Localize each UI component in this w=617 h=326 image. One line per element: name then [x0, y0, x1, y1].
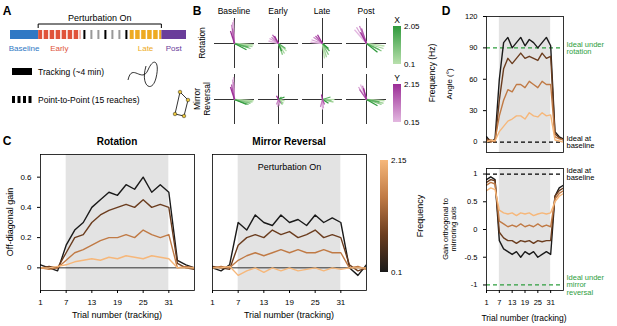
svg-text:Baseline: Baseline: [9, 44, 40, 53]
svg-text:Trial number (tracking): Trial number (tracking): [244, 310, 334, 320]
svg-text:A: A: [3, 4, 12, 18]
svg-text:30: 30: [469, 106, 477, 115]
svg-text:1: 1: [484, 298, 488, 307]
svg-text:0.1: 0.1: [404, 60, 416, 69]
svg-text:90: 90: [469, 43, 477, 52]
svg-text:D: D: [442, 4, 451, 18]
svg-text:Post: Post: [166, 44, 183, 53]
svg-text:0: 0: [27, 263, 32, 272]
svg-text:19: 19: [521, 298, 529, 307]
svg-text:19: 19: [285, 298, 294, 307]
svg-text:Frequency (Hz): Frequency (Hz): [427, 44, 437, 103]
svg-text:-0.5: -0.5: [465, 253, 478, 262]
svg-text:0: 0: [473, 225, 477, 234]
svg-text:2.15: 2.15: [404, 80, 420, 89]
svg-text:Late: Late: [314, 6, 331, 16]
svg-text:1: 1: [473, 169, 477, 178]
svg-text:Trial number (tracking): Trial number (tracking): [72, 310, 162, 320]
svg-text:Perturbation On: Perturbation On: [68, 13, 132, 23]
svg-text:25: 25: [534, 298, 542, 307]
svg-text:2.15: 2.15: [391, 156, 407, 165]
svg-text:31: 31: [336, 298, 345, 307]
svg-text:MirrorReversal: MirrorReversal: [192, 82, 211, 116]
svg-text:Mirror Reversal: Mirror Reversal: [252, 136, 326, 147]
svg-text:0.4: 0.4: [20, 203, 32, 212]
svg-text:Baseline: Baseline: [218, 6, 251, 16]
svg-text:7: 7: [236, 298, 241, 307]
svg-text:B: B: [193, 4, 202, 18]
svg-text:Perturbation On: Perturbation On: [258, 162, 322, 172]
svg-text:25: 25: [139, 298, 148, 307]
svg-text:13: 13: [508, 298, 516, 307]
svg-text:31: 31: [164, 298, 173, 307]
svg-text:Gain orthogonal tomirroring ax: Gain orthogonal tomirroring axis: [441, 198, 458, 260]
svg-text:Rotation: Rotation: [97, 136, 138, 147]
svg-text:-1: -1: [471, 280, 478, 289]
svg-text:0.6: 0.6: [20, 173, 32, 182]
svg-text:Point-to-Point (15 reaches): Point-to-Point (15 reaches): [38, 95, 140, 105]
svg-text:X: X: [394, 15, 400, 25]
svg-text:C: C: [3, 134, 12, 148]
svg-text:Angle (°): Angle (°): [445, 68, 454, 100]
svg-text:Early: Early: [50, 44, 68, 53]
svg-text:Frequency: Frequency: [415, 194, 425, 237]
svg-text:0: 0: [473, 137, 477, 146]
svg-text:1: 1: [210, 298, 215, 307]
svg-text:7: 7: [497, 298, 501, 307]
svg-text:0.15: 0.15: [404, 118, 420, 127]
svg-text:120: 120: [465, 12, 478, 21]
svg-text:7: 7: [64, 298, 69, 307]
svg-text:Y: Y: [394, 73, 400, 83]
svg-text:Early: Early: [268, 6, 288, 16]
svg-text:1: 1: [38, 298, 43, 307]
svg-text:0.5: 0.5: [467, 197, 477, 206]
svg-text:25: 25: [311, 298, 320, 307]
svg-text:Off-diagonal gain: Off-diagonal gain: [5, 188, 15, 256]
svg-text:13: 13: [87, 298, 96, 307]
svg-text:Ideal undermirrorreversal: Ideal undermirrorreversal: [567, 273, 605, 297]
svg-text:Trial number (tracking): Trial number (tracking): [481, 313, 566, 323]
svg-text:Rotation: Rotation: [197, 27, 207, 59]
svg-text:Tracking (~4 min): Tracking (~4 min): [38, 67, 104, 77]
svg-text:Ideal atbaseline: Ideal atbaseline: [567, 134, 595, 151]
svg-text:60: 60: [469, 75, 477, 84]
svg-text:13: 13: [259, 298, 268, 307]
svg-text:19: 19: [113, 298, 122, 307]
svg-text:0.1: 0.1: [391, 268, 403, 277]
svg-text:Late: Late: [138, 44, 154, 53]
svg-text:Ideal underrotation: Ideal underrotation: [567, 40, 605, 57]
svg-text:Ideal atbaseline: Ideal atbaseline: [567, 166, 595, 183]
svg-text:2.05: 2.05: [404, 22, 420, 31]
svg-text:31: 31: [546, 298, 554, 307]
svg-text:0.2: 0.2: [20, 233, 32, 242]
svg-text:Post: Post: [357, 6, 375, 16]
